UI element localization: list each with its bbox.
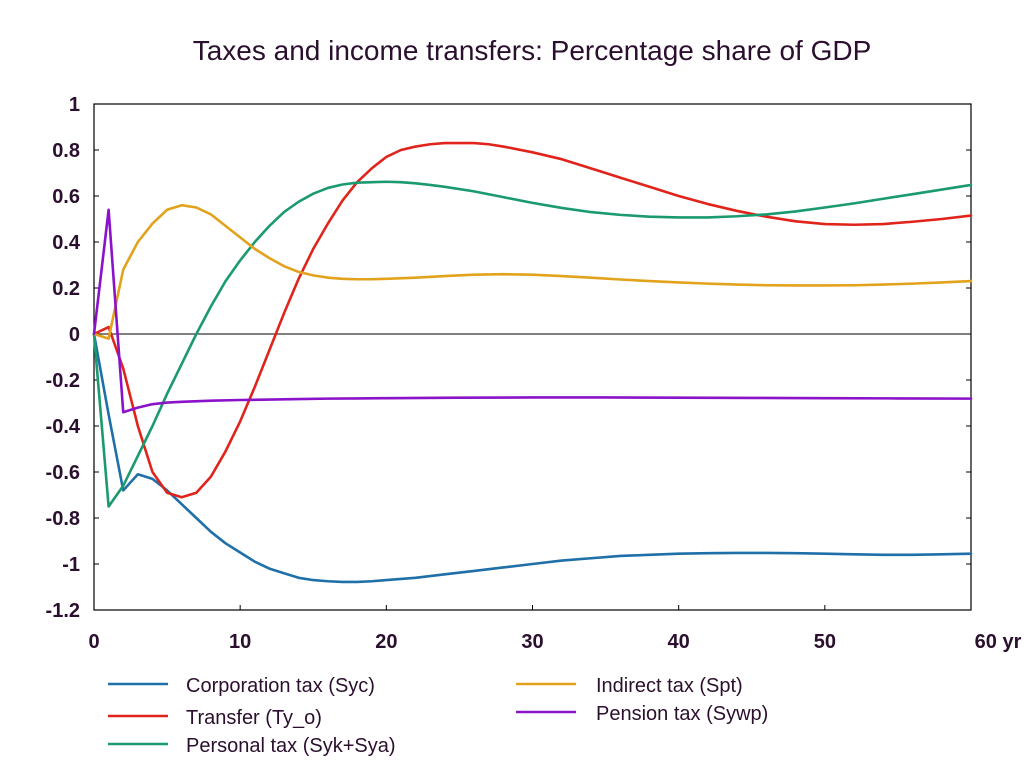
y-tick-label: 0.4 — [52, 232, 81, 254]
y-tick-label: 0.6 — [52, 186, 80, 208]
plot-border — [93, 103, 972, 611]
y-tick-label: -0.6 — [46, 462, 80, 484]
chart-title: Taxes and income transfers: Percentage s… — [193, 35, 872, 66]
series-line-pension-tax-sywp — [92, 208, 973, 414]
x-tick-label: 20 — [375, 631, 397, 653]
y-tick-label: 0.8 — [52, 140, 80, 162]
series-line-personal-tax-syk-sya — [92, 180, 973, 508]
y-tick-label: 1 — [69, 94, 80, 116]
legend-label: Corporation tax (Syc) — [186, 675, 375, 697]
legend-label: Indirect tax (Spt) — [596, 675, 743, 697]
x-axis: 0 10 20 30 40 50 60 yr — [88, 605, 1022, 653]
y-tick-label: 0 — [69, 324, 80, 346]
y-tick-label: 0.2 — [52, 278, 80, 300]
y-tick-label: -0.4 — [46, 416, 81, 438]
x-tick-label: 10 — [229, 631, 251, 653]
legend-label: Transfer (Ty_o) — [186, 707, 322, 729]
series-group — [92, 141, 973, 584]
x-tick-label: 40 — [668, 631, 690, 653]
y-tick-label: -0.8 — [46, 508, 80, 530]
y-axis: -1.2 -1 -0.8 -0.6 -0.4 -0.2 0 0.2 0.4 0.6 0.8 1 — [46, 94, 971, 622]
y-tick-label: -1.2 — [46, 600, 80, 622]
x-tick-label: 0 — [88, 631, 99, 653]
legend-label: Personal tax (Syk+Sya) — [186, 735, 396, 757]
y-tick-label: -1 — [62, 554, 80, 576]
series-line-indirect-tax-spt — [92, 203, 973, 340]
x-tick-label: 30 — [521, 631, 543, 653]
series-line-corporation-tax-syc — [92, 332, 973, 584]
legend-label: Pension tax (Sywp) — [596, 703, 768, 725]
x-tick-label: 50 — [814, 631, 836, 653]
x-tick-label: 60 yr — [975, 631, 1022, 653]
y-tick-label: -0.2 — [46, 370, 80, 392]
series-line-transfer-ty-o — [92, 141, 973, 499]
legend: Corporation tax (Syc) Transfer (Ty_o) Pers… — [108, 675, 768, 757]
plot-frame — [93, 103, 972, 611]
